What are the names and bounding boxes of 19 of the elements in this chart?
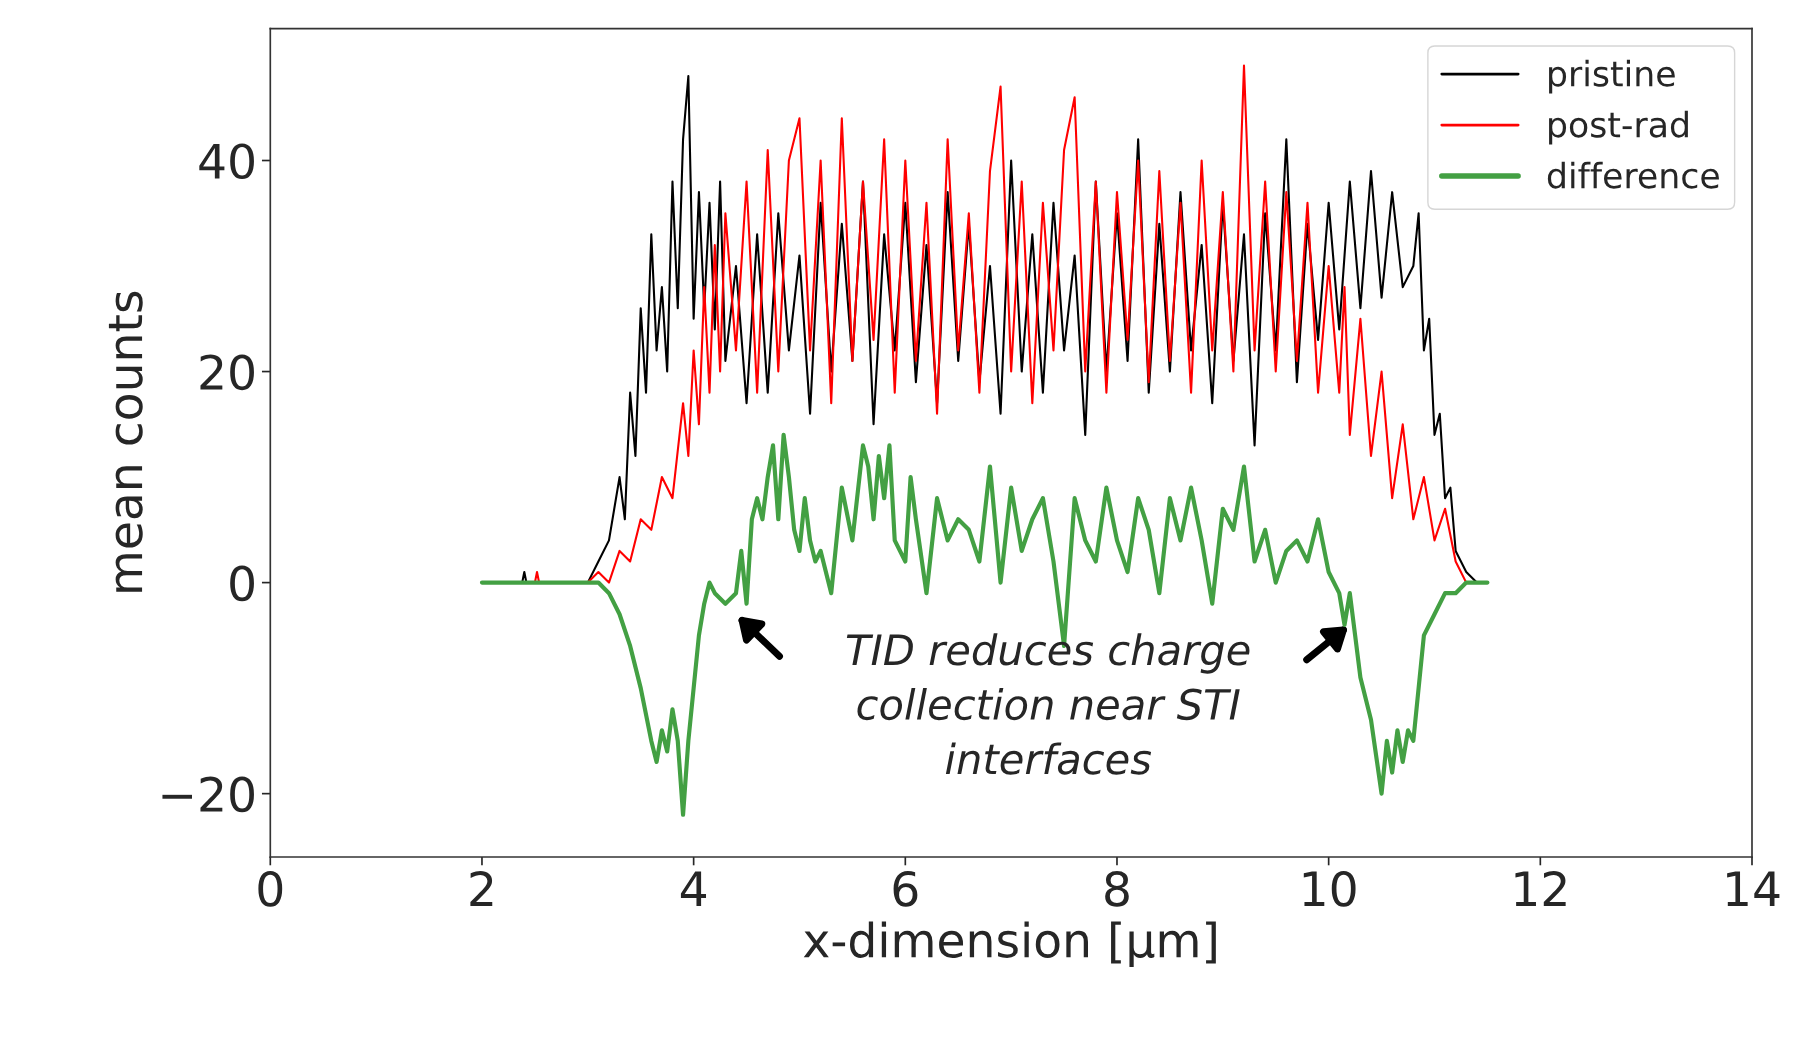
y-tick-label: 20: [200, 354, 254, 391]
x-tick-label: 4: [680, 871, 707, 907]
legend-label: difference: [1547, 161, 1719, 189]
y-axis-title: mean counts: [108, 291, 143, 592]
x-tick-label: 6: [893, 870, 918, 907]
annotation: TID reduces charge collection near STI interfaces: [846, 633, 1250, 775]
y-tick-label: 40: [199, 143, 254, 180]
x-tick-label: 12: [1515, 870, 1566, 907]
x-tick-label: 8: [1105, 870, 1129, 907]
x-tick-label: 14: [1727, 871, 1780, 907]
x-axis-title: x-dimension [μm]: [803, 921, 1216, 968]
x-tick-label: 10: [1303, 870, 1356, 907]
y-tick-label: 0: [230, 565, 254, 602]
legend-label: pristine: [1549, 59, 1675, 94]
y-tick-label: −20: [162, 776, 254, 813]
x-tick-label: 2: [470, 870, 493, 907]
legend-label: post-rad: [1549, 110, 1688, 145]
line-series: [479, 432, 1490, 817]
x-tick-label: 0: [258, 870, 283, 907]
